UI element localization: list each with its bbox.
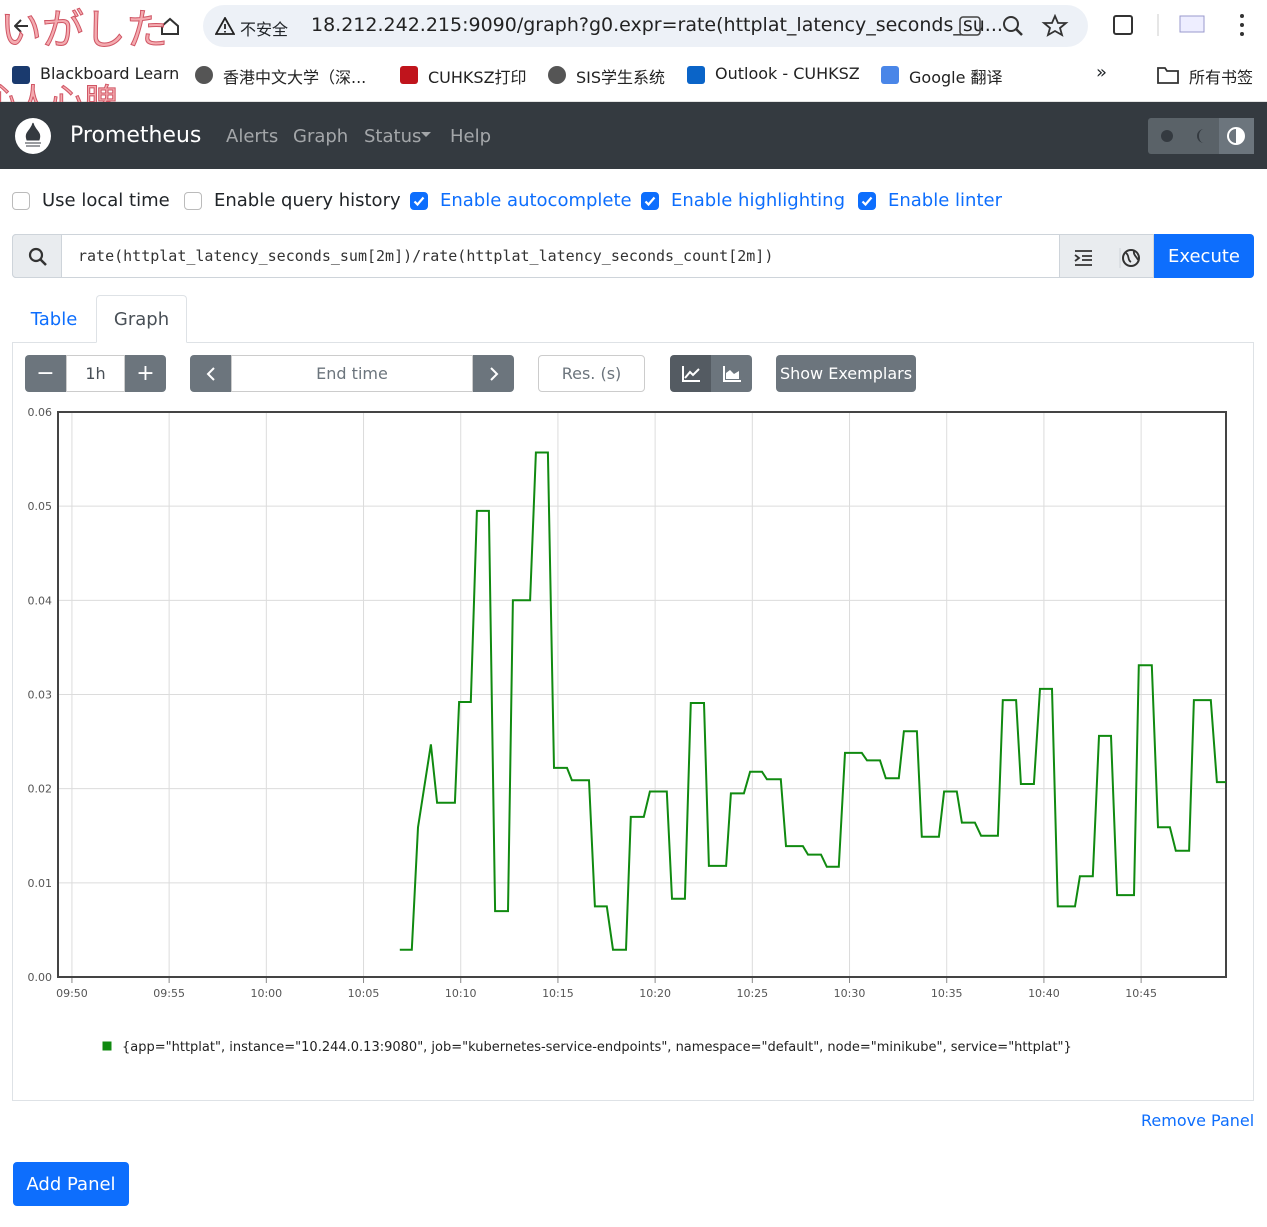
query-tools [1059,234,1154,278]
checkmark [861,196,873,207]
brand[interactable]: Prometheus [70,123,202,148]
url-text: 18.212.242.215:9090/graph?g0.expr=rate(h… [311,14,1003,36]
toolbar-icons [1113,14,1244,36]
graph: 0.00 0.01 0.02 0.03 0.04 0.05 0.06 09:50 09:55 10… [28,406,1227,1055]
bookmark-icon [400,66,418,84]
x-tick-label: 10:45 [1125,987,1157,1000]
x-tick-label: 10:15 [542,987,574,1000]
x-tick-label: 10:30 [834,987,866,1000]
bookmark[interactable]: Google 翻译 [909,68,1003,87]
bookmark-icon [548,66,566,84]
checkbox[interactable] [410,192,428,210]
bookmark-icon [195,66,213,84]
nav-link[interactable]: Alerts [226,126,279,147]
y-tick-label: 0.03 [28,689,53,702]
line-chart-icon [681,365,700,382]
add-panel-button[interactable]: Add Panel [13,1162,129,1206]
chevron-left [206,366,215,381]
checkmark [644,196,656,207]
folder-icon [1157,67,1179,84]
x-tick-label: 10:40 [1028,987,1060,1000]
bookmark-icon [687,66,705,84]
x-tick-label: 10:00 [250,987,282,1000]
x-tick-label: 10:20 [639,987,671,1000]
tab[interactable]: Table [30,308,78,330]
option-label[interactable]: Use local time [42,190,170,211]
query-expression[interactable]: rate(httplat_latency_seconds_sum[2m])/ra… [78,247,774,265]
y-tick-label: 0.05 [28,500,53,513]
navbar: Prometheus Alerts Graph Status Help [0,102,1267,169]
url-icons [959,14,1069,37]
more-bookmarks[interactable]: » [1096,62,1108,83]
bookmark[interactable]: SIS学生系统 [576,68,666,87]
bookmark-icon [12,66,30,84]
all-bookmarks[interactable]: 所有书签 [1189,68,1254,87]
y-tick-label: 0.02 [28,783,53,796]
checkmark [413,196,425,207]
y-tick-label: 0.06 [28,406,53,419]
x-tick-label: 10:35 [931,987,963,1000]
execute-button[interactable]: Execute [1154,234,1254,278]
x-tick-label: 09:55 [153,987,185,1000]
x-tick-label: 10:25 [736,987,768,1000]
search-icon [28,247,47,266]
x-tick-label: 10:10 [445,987,477,1000]
theme-toggle[interactable] [1148,118,1254,154]
option-label[interactable]: Enable linter [888,190,1002,211]
url-bar[interactable]: 不安全 18.212.242.215:9090/graph?g0.expr=ra… [203,5,1088,47]
checkbox[interactable] [184,192,202,210]
nav-link[interactable]: Help [450,126,492,147]
nav-link[interactable]: Status [364,126,422,147]
remove-panel[interactable]: Remove Panel [1141,1111,1255,1130]
bookmark[interactable]: CUHKSZ打印 [428,68,527,87]
x-tick-label: 10:05 [348,987,380,1000]
panel [12,342,1254,1101]
browser-chrome: 不安全 18.212.242.215:9090/graph?g0.expr=ra… [0,0,1267,102]
stacked-button[interactable] [711,355,752,392]
plot-border [57,411,1227,978]
option-label[interactable]: Enable highlighting [671,190,846,211]
y-tick-label: 0.04 [28,594,53,607]
warning-icon [215,17,235,35]
bookmark[interactable]: Outlook - CUHKSZ [715,64,860,83]
y-tick-label: 0.01 [28,877,53,890]
checkbox[interactable] [641,192,659,210]
area-chart-icon [722,365,741,382]
option-label[interactable]: Enable query history [214,190,401,211]
decrease-range[interactable]: − [25,355,66,392]
nav-icons [14,17,179,35]
legend-swatch [101,1040,113,1052]
bookmark[interactable]: Blackboard Learn [40,64,180,83]
show-exemplars-button[interactable]: Show Exemplars [776,355,916,392]
bookmark-icon [881,66,899,84]
increase-range[interactable]: + [125,355,166,392]
query-tool-icons[interactable] [1074,248,1144,268]
nav-link[interactable]: Graph [293,126,349,147]
prometheus-logo [15,118,51,154]
x-tick-label: 09:50 [56,987,88,1000]
lines-button[interactable] [670,355,711,392]
y-tick-label: 0.00 [28,971,53,984]
dropdown-caret [421,132,431,137]
earlier-button[interactable] [190,355,231,392]
later-button[interactable] [473,355,514,392]
bookmark[interactable]: 香港中文大学（深... [223,68,367,87]
tab[interactable]: Graph [96,295,187,343]
range-input[interactable]: 1h [66,355,125,392]
legend-label: {app="httplat", instance="10.244.0.13:90… [122,1040,1072,1055]
option-label[interactable]: Enable autocomplete [440,190,632,211]
chevron-right [489,366,498,381]
end-time-input[interactable]: End time [231,355,473,392]
resolution-input[interactable]: Res. (s) [538,355,645,392]
overlay-text: いがした [0,5,169,55]
checkbox[interactable] [12,192,30,210]
series-line [399,451,1226,951]
checkbox[interactable] [858,192,876,210]
search-addon [12,234,62,278]
insecure-label: 不安全 [240,20,289,39]
